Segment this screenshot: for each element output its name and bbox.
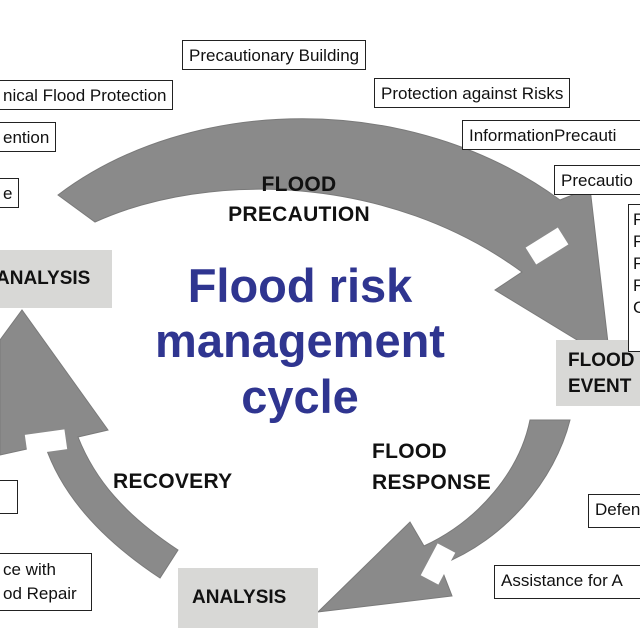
phase-flood-precaution: FLOOD PRECAUTION	[214, 170, 384, 230]
analysis-bottom-label: ANALYSIS	[192, 587, 287, 608]
insurance-line-2: od Repair	[3, 584, 77, 603]
analysis-left-label: ANALYSIS	[0, 268, 91, 289]
flood-event-line-1: FLOOD	[568, 350, 635, 371]
label-technical-flood-protection: nical Flood Protection	[0, 80, 174, 111]
label-right-list: F F F F C	[628, 204, 640, 352]
flood-event-line-2: EVENT	[568, 376, 632, 397]
label-information-precaution: InformationPrecauti	[462, 120, 640, 151]
label-precautionary-building: Precautionary Building	[182, 40, 367, 71]
phase-response-line-1: FLOOD	[372, 440, 447, 463]
diagram-title: Flood risk management cycle	[120, 258, 480, 424]
phase-precaution-line-2: PRECAUTION	[228, 203, 370, 226]
analysis-box-left: ANALYSIS	[0, 250, 112, 308]
label-left-partial: e	[0, 178, 20, 209]
label-left-small	[0, 480, 18, 514]
insurance-line-1: ce with	[3, 560, 56, 579]
title-line-3: cycle	[241, 369, 359, 423]
right-list-item: F	[633, 275, 640, 297]
arrow-recovery-band	[24, 429, 68, 455]
arrow-response	[316, 419, 571, 613]
flood-event-box: FLOOD EVENT	[556, 340, 640, 406]
title-line-1: Flood risk	[187, 259, 413, 312]
label-assistance: Assistance for A	[494, 565, 640, 599]
arrow-precaution-band	[525, 227, 569, 265]
phase-response-line-2: RESPONSE	[372, 471, 492, 494]
right-list-item: F	[633, 253, 640, 275]
analysis-box-bottom: ANALYSIS	[178, 568, 318, 628]
arrow-recovery	[0, 309, 179, 579]
arrow-precaution	[57, 118, 611, 361]
label-insurance: ce with od Repair	[0, 553, 92, 611]
phase-precaution-line-1: FLOOD	[261, 173, 337, 196]
label-retention: ention	[0, 122, 57, 153]
label-defense: Defen	[588, 494, 640, 528]
right-list-item: F	[633, 231, 640, 253]
right-list-item: F	[633, 209, 640, 231]
right-list-item: C	[633, 297, 640, 319]
label-precaution-right: Precautio	[554, 165, 640, 196]
phase-recovery: RECOVERY	[113, 470, 233, 493]
title-line-2: management	[155, 314, 445, 368]
arrow-response-band	[420, 543, 456, 585]
phase-flood-response: FLOOD RESPONSE	[372, 436, 491, 498]
label-protection-against-risks: Protection against Risks	[374, 78, 571, 109]
